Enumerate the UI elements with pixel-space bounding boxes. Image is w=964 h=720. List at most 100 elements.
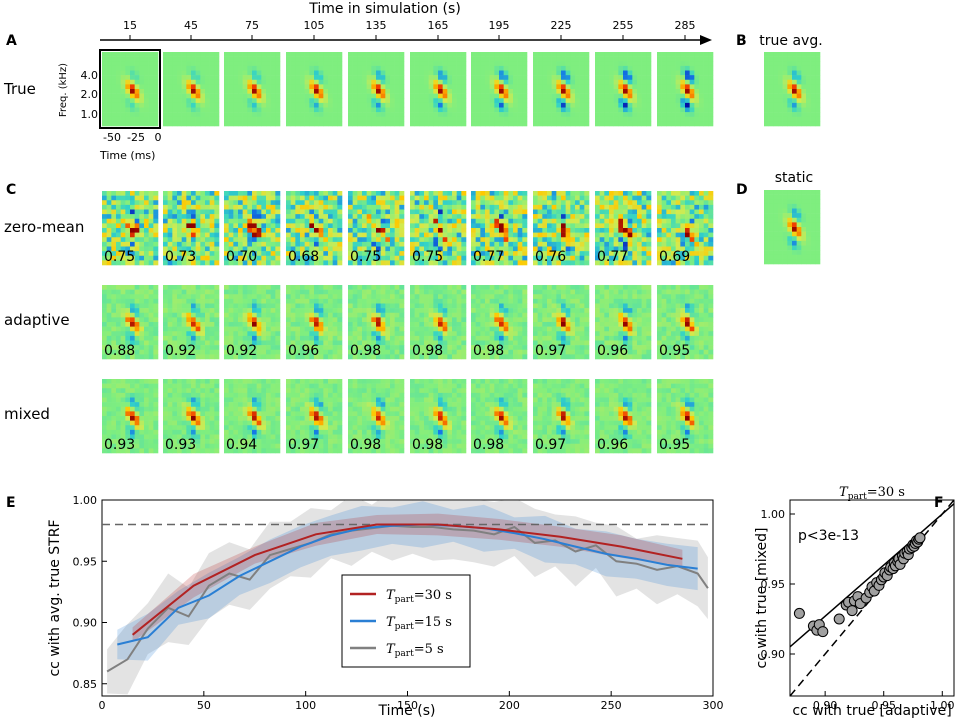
strf-cell: [537, 200, 543, 206]
strf-cell: [366, 89, 372, 94]
strf-cell: [286, 303, 291, 309]
strf-cell: [657, 89, 662, 94]
strf-cell: [499, 56, 504, 62]
strf-cell: [565, 98, 571, 104]
strf-cell: [433, 218, 439, 224]
strf-cell: [323, 241, 329, 247]
strf-cell: [675, 102, 681, 108]
strf-cell: [318, 232, 324, 238]
strf-cell: [419, 116, 425, 122]
strf-cell: [153, 294, 159, 300]
strf-cell: [428, 228, 434, 233]
strf-cell: [314, 228, 319, 233]
strf-cell: [613, 116, 619, 122]
strf-cell: [323, 218, 329, 224]
strf-cell: [390, 335, 395, 341]
strf-cell: [139, 289, 145, 295]
strf-cell: [533, 195, 538, 201]
strf-cell: [542, 52, 548, 57]
strf-cell: [595, 116, 600, 122]
strf-cell: [414, 200, 420, 206]
strf-cell: [542, 204, 548, 210]
strf-cell: [214, 251, 220, 257]
strf-cell: [242, 89, 248, 94]
strf-cell: [270, 294, 276, 300]
strf-cell: [314, 237, 319, 243]
strf-cell: [224, 107, 229, 113]
strf-cell: [125, 200, 131, 206]
strf-cell: [565, 52, 571, 57]
strf-cell: [503, 107, 509, 113]
strf-cell: [424, 255, 429, 261]
strf-cell: [499, 52, 504, 57]
strf-cell: [295, 223, 301, 229]
strf-cell: [352, 246, 358, 252]
strf-cell: [328, 75, 333, 81]
strf-cell: [153, 246, 159, 252]
strf-cell: [623, 209, 628, 215]
strf-cell: [205, 191, 210, 196]
strf-cell: [428, 223, 434, 229]
strf-cell: [181, 331, 187, 337]
strf-cell: [380, 79, 386, 85]
strf-cell: [314, 260, 319, 266]
strf-cell: [410, 84, 415, 90]
strf-cell: [461, 232, 467, 238]
strf-cell: [671, 209, 676, 215]
strf-cell: [163, 298, 168, 304]
strf-cell: [661, 223, 667, 229]
strf-cell: [352, 61, 358, 67]
strf-cell: [191, 214, 196, 220]
strf-cell: [352, 317, 358, 323]
strf-cell: [270, 70, 276, 76]
strf-cell: [224, 79, 229, 85]
strf-cell: [167, 107, 173, 113]
strf-cell: [252, 218, 257, 224]
strf-cell: [556, 255, 562, 261]
strf-cell: [613, 209, 619, 215]
strf-cell: [191, 232, 196, 238]
strf-cell: [442, 52, 448, 57]
strf-cell: [410, 70, 415, 76]
strf-cell: [177, 204, 182, 210]
strf-cell: [163, 65, 168, 71]
strf-cell: [106, 312, 112, 318]
strf-cell: [167, 102, 173, 108]
strf-cell: [428, 303, 434, 309]
strf-cell: [685, 209, 690, 215]
strf-cell: [209, 237, 215, 243]
strf-cell: [428, 209, 434, 215]
strf-cell: [261, 84, 267, 90]
strf-cell: [452, 121, 457, 127]
strf-cell: [604, 223, 610, 229]
strf-cell: [604, 89, 610, 94]
strf-cell: [148, 228, 154, 233]
strf-cell: [362, 223, 367, 229]
strf-cell: [551, 204, 557, 210]
strf-cell: [252, 204, 257, 210]
strf-cell: [181, 340, 187, 346]
strf-cell: [689, 84, 695, 90]
strf-cell: [433, 75, 439, 81]
strf-cell: [561, 70, 566, 76]
strf-cell: [177, 298, 182, 304]
strf-cell: [148, 246, 154, 252]
strf-cell: [699, 112, 704, 118]
strf-cell: [575, 251, 580, 257]
strf-cell: [522, 107, 528, 113]
strf-cell: [547, 93, 552, 99]
strf-cell: [286, 251, 291, 257]
strf-cell: [323, 107, 329, 113]
strf-cell: [102, 345, 107, 351]
strf-cell: [120, 260, 126, 266]
strf-cell: [362, 340, 367, 346]
strf-cell: [295, 289, 301, 295]
strf-cell: [517, 89, 523, 94]
strf-cell: [111, 345, 117, 351]
strf-cell: [191, 241, 196, 247]
strf-cell: [275, 255, 281, 261]
strf-cell: [275, 191, 281, 196]
strf-cell: [181, 308, 187, 314]
strf-cell: [290, 116, 296, 122]
strf-cell: [394, 223, 400, 229]
